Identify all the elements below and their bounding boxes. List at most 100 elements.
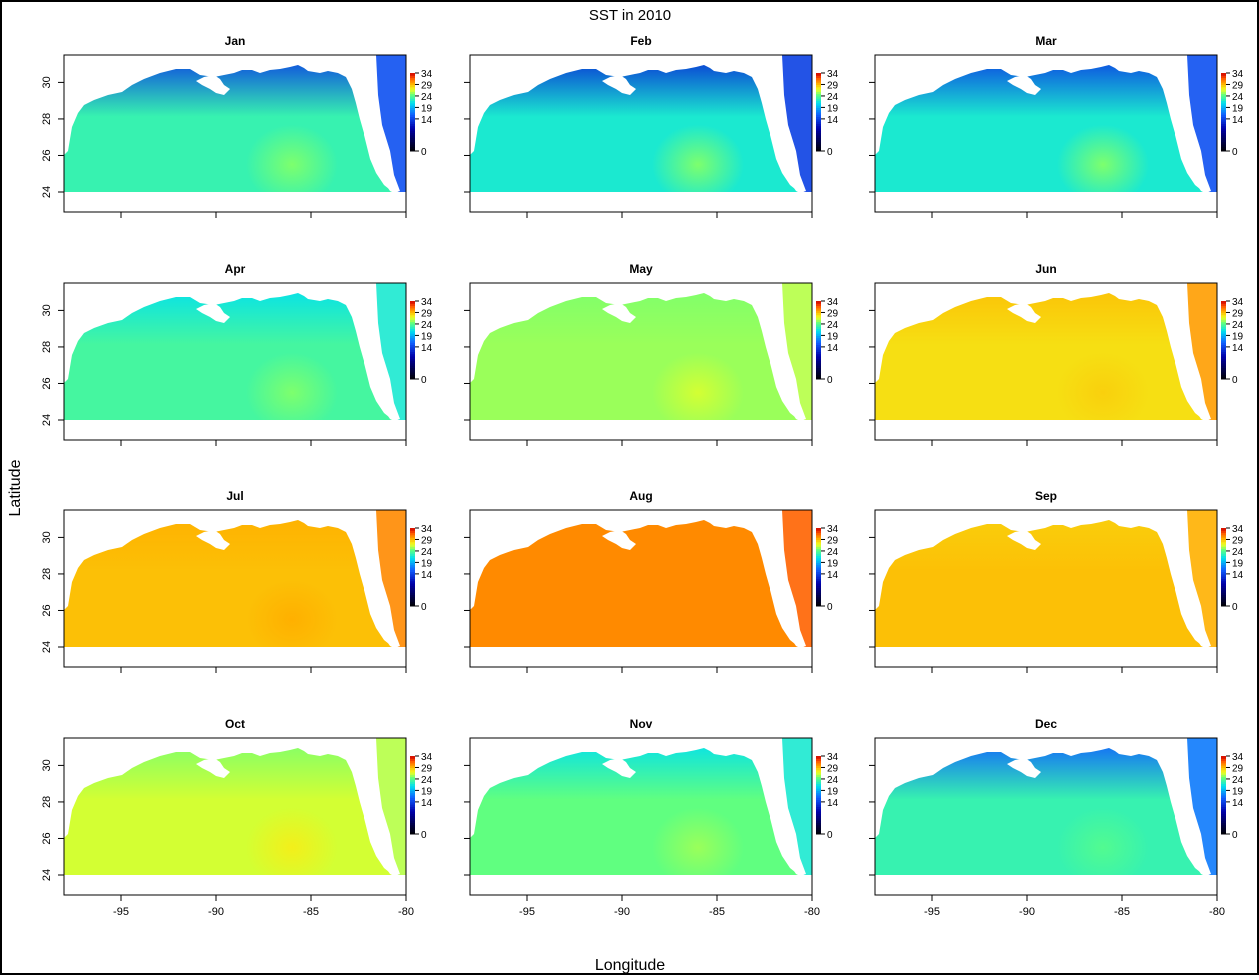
x-tick-label: -85 — [1114, 906, 1130, 918]
colorbar-tick-label: 29 — [827, 763, 839, 774]
y-tick-label: 28 — [41, 341, 53, 353]
colorbar-tick-label: 14 — [1232, 115, 1244, 126]
colorbar-step — [1221, 528, 1226, 531]
y-tick-label: 26 — [41, 149, 53, 161]
colorbar-tick-label: 29 — [421, 763, 433, 774]
south-strip — [470, 647, 812, 667]
colorbar-tick-label: 19 — [1232, 331, 1244, 342]
colorbar-tick-label: 24 — [421, 775, 433, 786]
panel-title: Nov — [630, 717, 653, 731]
x-tick-label: -90 — [208, 906, 224, 918]
panel-dec: Dec-95 -90 -85 -8034292419140 — [869, 717, 1244, 918]
y-tick-label: 30 — [41, 759, 53, 771]
colorbar-tick-label: 29 — [421, 308, 433, 319]
y-tick-label: 24 — [41, 641, 53, 653]
south-strip — [875, 647, 1217, 667]
colorbar-tick-label: 0 — [827, 147, 833, 158]
colorbar-tick-label: 24 — [827, 547, 839, 558]
colorbar-tick-label: 29 — [1232, 308, 1244, 319]
x-tick-label: -95 — [113, 906, 129, 918]
colorbar-step — [410, 528, 415, 531]
south-strip — [875, 192, 1217, 212]
colorbar-tick-label: 14 — [421, 570, 433, 581]
colorbar-tick-label: 24 — [1232, 320, 1244, 331]
panel-title: Feb — [630, 34, 651, 48]
panel-title: Jun — [1035, 262, 1056, 276]
colorbar-tick-label: 34 — [421, 752, 433, 763]
y-tick-label: 24 — [41, 869, 53, 881]
x-tick-label: -80 — [398, 906, 414, 918]
colorbar-tick-label: 0 — [1232, 147, 1238, 158]
colorbar-tick-label: 24 — [1232, 92, 1244, 103]
colorbar-step — [410, 756, 415, 759]
y-axis-label: Latitude — [7, 459, 24, 516]
colorbar-tick-label: 29 — [827, 308, 839, 319]
x-tick-label: -85 — [303, 906, 319, 918]
panel-title: Dec — [1035, 717, 1057, 731]
colorbar-tick-label: 29 — [421, 535, 433, 546]
colorbar-tick-label: 29 — [1232, 535, 1244, 546]
panel-may: May34292419140 — [464, 262, 839, 446]
panel-title: Jul — [226, 489, 243, 503]
colorbar-tick-label: 19 — [421, 786, 433, 797]
panel-apr: Apr2426283034292419140 — [41, 262, 433, 446]
panel-title: Oct — [225, 717, 245, 731]
x-tick-label: -80 — [804, 906, 820, 918]
colorbar-step — [816, 528, 821, 531]
colorbar-tick-label: 0 — [1232, 830, 1238, 841]
colorbar-tick-label: 0 — [827, 602, 833, 613]
south-strip — [64, 192, 406, 212]
x-tick-label: -90 — [614, 906, 630, 918]
colorbar-tick-label: 24 — [1232, 775, 1244, 786]
colorbar-tick-label: 19 — [827, 103, 839, 114]
colorbar-tick-label: 14 — [1232, 343, 1244, 354]
colorbar-tick-label: 19 — [827, 331, 839, 342]
y-tick-label: 26 — [41, 377, 53, 389]
x-tick-label: -95 — [924, 906, 940, 918]
x-axis-label: Longitude — [595, 957, 665, 974]
colorbar-tick-label: 34 — [421, 69, 433, 80]
x-tick-label: -85 — [709, 906, 725, 918]
colorbar-tick-label: 19 — [1232, 558, 1244, 569]
colorbar-tick-label: 0 — [827, 830, 833, 841]
colorbar-tick-label: 14 — [827, 115, 839, 126]
colorbar-tick-label: 24 — [1232, 547, 1244, 558]
panel-title: Jan — [225, 34, 246, 48]
colorbar-tick-label: 24 — [827, 320, 839, 331]
colorbar-tick-label: 19 — [827, 786, 839, 797]
south-strip — [875, 875, 1217, 895]
x-tick-label: -80 — [1209, 906, 1225, 918]
panel-sep: Sep34292419140 — [869, 489, 1244, 673]
panel-title: Apr — [225, 262, 246, 276]
colorbar-tick-label: 24 — [827, 775, 839, 786]
colorbar-tick-label: 29 — [827, 80, 839, 91]
panel-title: May — [629, 262, 653, 276]
colorbar-tick-label: 19 — [1232, 786, 1244, 797]
colorbar-tick-label: 19 — [421, 103, 433, 114]
colorbar-tick-label: 19 — [421, 331, 433, 342]
colorbar-tick-label: 34 — [1232, 752, 1244, 763]
y-tick-label: 24 — [41, 414, 53, 426]
y-tick-label: 24 — [41, 186, 53, 198]
colorbar-tick-label: 0 — [1232, 375, 1238, 386]
colorbar-tick-label: 29 — [827, 535, 839, 546]
colorbar-step — [1221, 73, 1226, 76]
colorbar-tick-label: 34 — [421, 297, 433, 308]
panel-jul: Jul2426283034292419140 — [41, 489, 433, 673]
colorbar-tick-label: 14 — [1232, 798, 1244, 809]
colorbar-tick-label: 0 — [421, 830, 427, 841]
colorbar-step — [816, 756, 821, 759]
colorbar-step — [816, 301, 821, 304]
colorbar-tick-label: 34 — [827, 69, 839, 80]
colorbar-tick-label: 0 — [421, 147, 427, 158]
colorbar-tick-label: 14 — [827, 343, 839, 354]
y-tick-label: 30 — [41, 531, 53, 543]
colorbar-tick-label: 14 — [827, 798, 839, 809]
x-tick-label: -90 — [1019, 906, 1035, 918]
colorbar-tick-label: 24 — [827, 92, 839, 103]
